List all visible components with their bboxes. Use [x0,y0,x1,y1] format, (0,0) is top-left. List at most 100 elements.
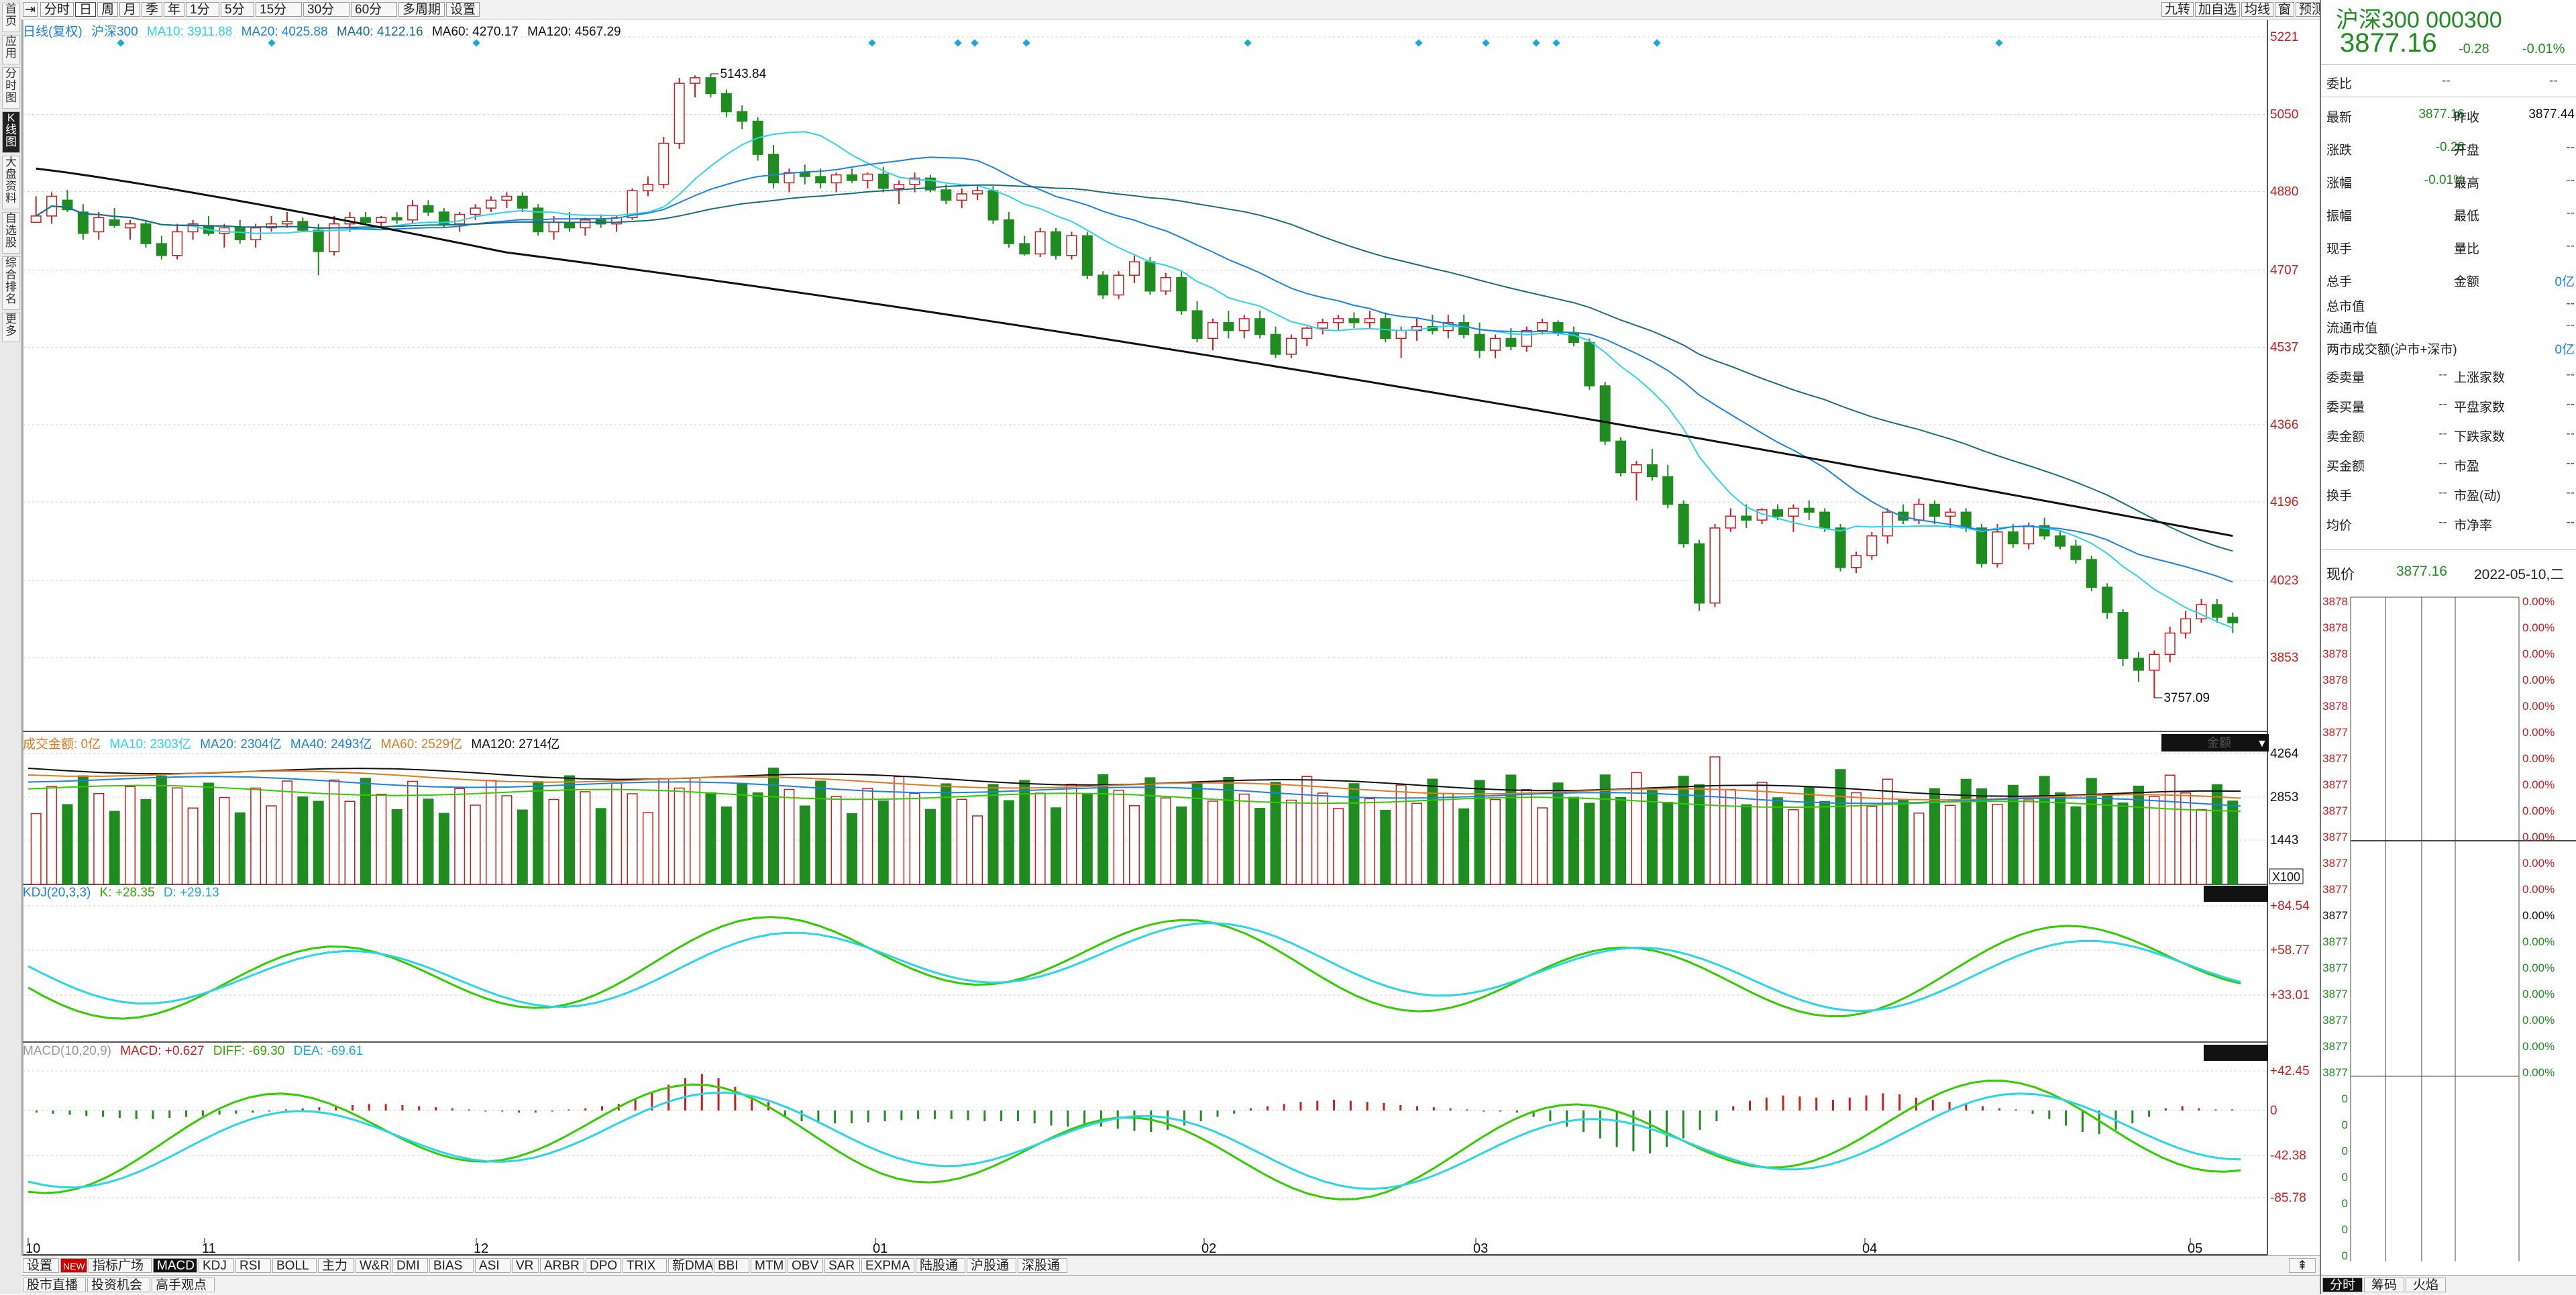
indicator-tab-12[interactable]: VR [512,1258,539,1273]
toolbar-right-0[interactable]: 九转 [2161,2,2194,17]
volume-badge-label: 金额 [2207,736,2231,749]
macd-tick: -42.38 [2270,1149,2306,1163]
vnav-6[interactable]: 综合排名 [2,256,20,310]
indicator-tab-7[interactable]: 主力 [318,1258,354,1273]
price-legend-prefix: 日线(复权) [23,25,83,39]
vnav-5[interactable]: 自选股 [2,212,20,254]
quote-label: 涨幅 [2326,176,2353,191]
macd-badge[interactable] [2204,1045,2268,1061]
indicator-tab-15[interactable]: TRIX [623,1258,667,1273]
indicator-tab-22[interactable]: 陆股通 [916,1258,965,1273]
indicator-tab-4[interactable]: KDJ [199,1258,234,1273]
mini-tick-chart[interactable]: 3878 3878 3878 3878 3878 3877 3877 3877 3877 3877… [2321,590,2576,1261]
indicator-tab-1[interactable]: NEW [60,1258,87,1273]
mini-price-label: 3878 [2322,595,2348,608]
indicator-tab-19[interactable]: OBV [788,1258,823,1273]
nav-arrows-icon[interactable]: ⇥ [23,2,38,17]
macd-tick: -85.78 [2270,1191,2306,1205]
indicator-tab-11[interactable]: ASI [475,1258,511,1273]
period-button-0[interactable]: 分时 [40,2,74,17]
volume-bar [2211,784,2222,885]
quote-tab-1[interactable]: 筹码 [2364,1278,2404,1292]
quote-tab-0[interactable]: 分时 [2322,1278,2363,1292]
indicator-tab-9[interactable]: DMI [392,1258,428,1273]
indicator-tab-8[interactable]: W&R [356,1258,391,1273]
quote-value: -- [2566,140,2575,154]
breadth-label: 市净率 [2454,519,2493,533]
vnav-1[interactable]: 应用 [2,35,20,64]
indicator-tab-6[interactable]: BOLL [272,1258,317,1273]
volume-bar [1568,796,1579,885]
volume-bar [1615,796,1627,885]
quote-tab-2[interactable]: 火焰 [2406,1278,2446,1292]
toolbar-right-2[interactable]: 均线 [2241,2,2273,17]
indicator-tab-16[interactable]: 新DMA [668,1258,713,1273]
indicator-tab-13[interactable]: ARBR [540,1258,584,1273]
candle-body [313,229,324,252]
period-button-12[interactable]: 设置 [446,2,480,17]
period-button-7[interactable]: 5分 [221,2,254,17]
indicator-tab-10[interactable]: BIAS [429,1258,474,1273]
bottom-tab-0[interactable]: 股市直播 [23,1278,86,1292]
period-button-6[interactable]: 1分 [186,2,219,17]
cap-row: 流通市值 -- [2326,315,2575,345]
indicator-tab-20[interactable]: SAR [824,1258,860,1273]
indicator-tab-0[interactable]: 设置 [23,1258,59,1273]
breadth-value: -- [2566,368,2575,382]
volume-bar [297,796,309,885]
collapse-icon[interactable]: ⇞ [2289,1258,2316,1273]
candle-body [1992,531,2003,564]
candle-body [1458,322,1470,335]
breadth-value: -- [2438,486,2447,500]
kline-chart[interactable]: 5221 5050 4880 4707 4537 4366 4196 4023 3853 5143… [0,0,2320,1255]
mini-price-label: 0 [2342,1145,2348,1157]
indicator-tab-18[interactable]: MTM [751,1258,786,1273]
volume-bar [1725,788,1736,885]
volume-bar [595,808,606,885]
volume-bar [156,775,167,885]
indicator-tab-24[interactable]: 深股通 [1018,1258,1067,1273]
period-button-3[interactable]: 月 [119,2,140,17]
indicator-tab-14[interactable]: DPO [586,1258,621,1273]
indicator-tab-5[interactable]: RSI [235,1258,271,1273]
vnav-4[interactable]: 大盘资料 [2,156,20,209]
signal-marker [268,39,276,47]
toolbar-right-3[interactable]: 窗 [2275,2,2294,17]
macd-legend: MACD(10,20,9) MACD: +0.627 DIFF: -69.30 … [23,1044,368,1059]
volume-bar [2117,802,2129,885]
quote-label: 现手 [2326,242,2353,256]
vnav-0[interactable]: 首页 [2,3,20,32]
period-button-1[interactable]: 日 [75,2,96,17]
indicator-tab-17[interactable]: BBI [714,1258,749,1273]
candle-body [376,217,387,223]
vnav-2[interactable]: 分时图 [2,67,20,109]
period-button-8[interactable]: 15分 [256,2,302,17]
indicator-tab-21[interactable]: EXPMA [861,1258,914,1273]
mini-price-label: 0 [2342,1197,2348,1210]
volume-bar [941,783,952,885]
period-button-4[interactable]: 季 [142,2,162,17]
kdj-badge[interactable] [2204,886,2268,902]
mini-pct-label: 0.00% [2522,988,2555,1000]
breadth-row: 买金额 -- 市盈 -- [2326,454,2575,483]
volume-badge[interactable] [2161,734,2269,752]
indicator-tab-23[interactable]: 沪股通 [967,1258,1016,1273]
volume-bar [1301,776,1313,885]
bottom-tab-1[interactable]: 投资机会 [87,1278,150,1292]
period-button-11[interactable]: 多周期 [398,2,445,17]
volume-bar [329,779,340,885]
toolbar-right-1[interactable]: 加自选 [2195,2,2240,17]
bottom-tab-2[interactable]: 高手观点 [152,1278,215,1292]
indicator-tab-3[interactable]: MACD [153,1258,197,1273]
candle-body [846,174,857,181]
candle-body [1191,310,1203,340]
period-button-2[interactable]: 周 [97,2,118,17]
period-button-5[interactable]: 年 [164,2,184,17]
vnav-3[interactable]: K线图 [2,111,20,153]
indicator-tab-2[interactable]: 指标广场 [89,1258,152,1273]
vnav-7[interactable]: 更多 [2,313,20,342]
ma20-line [36,156,2233,583]
period-button-9[interactable]: 30分 [303,2,350,17]
period-button-10[interactable]: 60分 [351,2,397,17]
